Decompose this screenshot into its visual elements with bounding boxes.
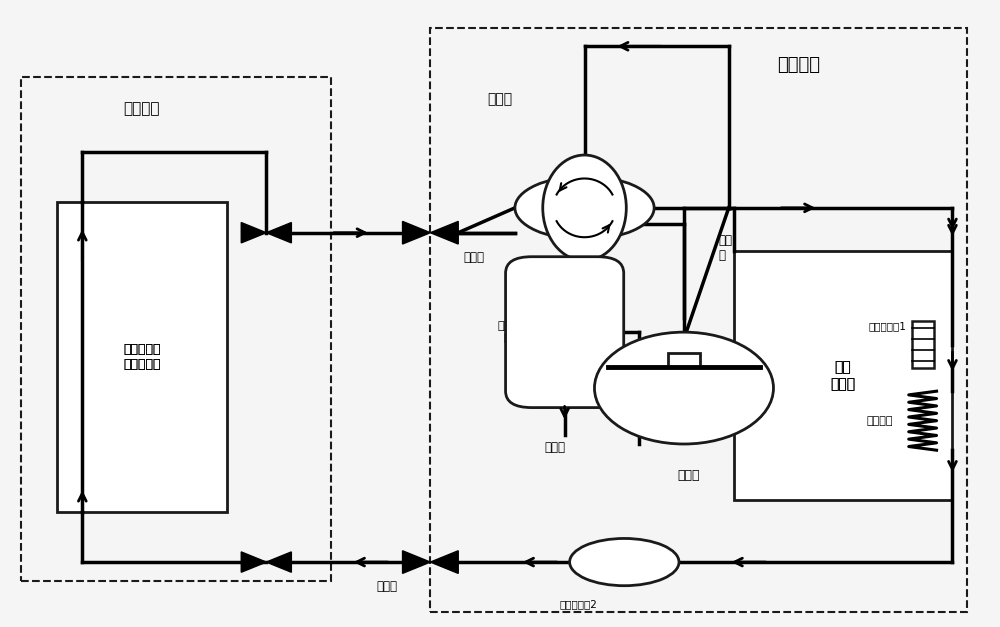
Ellipse shape bbox=[543, 155, 626, 261]
Polygon shape bbox=[403, 551, 430, 573]
Bar bbox=[734, 251, 952, 500]
Polygon shape bbox=[266, 552, 291, 572]
Text: 低压阀: 低压阀 bbox=[463, 251, 484, 264]
Text: 四通阀: 四通阀 bbox=[487, 92, 513, 106]
Ellipse shape bbox=[515, 176, 654, 240]
Text: 压缩机: 压缩机 bbox=[678, 468, 700, 482]
Text: 气液分
离器: 气液分 离器 bbox=[497, 322, 517, 343]
Text: 高压阀: 高压阀 bbox=[377, 581, 398, 593]
Text: 干燥过滤器2: 干燥过滤器2 bbox=[560, 599, 598, 609]
Bar bbox=[57, 202, 227, 512]
FancyBboxPatch shape bbox=[506, 256, 624, 408]
Polygon shape bbox=[430, 551, 458, 573]
Bar bbox=[430, 28, 967, 612]
Bar bbox=[21, 77, 331, 581]
Text: 排气
管: 排气 管 bbox=[719, 234, 733, 262]
Polygon shape bbox=[241, 552, 266, 572]
Text: 干燥过滤器1: 干燥过滤器1 bbox=[869, 321, 907, 331]
Bar bbox=[668, 353, 700, 367]
Text: 室外
换热器: 室外 换热器 bbox=[831, 361, 856, 391]
Polygon shape bbox=[403, 221, 430, 244]
Text: 室外
换热器: 室外 换热器 bbox=[831, 361, 856, 391]
Polygon shape bbox=[430, 221, 458, 244]
Text: 室外机组: 室外机组 bbox=[777, 56, 820, 74]
Text: 室内机组: 室内机组 bbox=[124, 101, 160, 116]
Text: 室内可折叠
床式换热器: 室内可折叠 床式换热器 bbox=[123, 343, 161, 371]
Polygon shape bbox=[266, 223, 291, 243]
Polygon shape bbox=[241, 223, 266, 243]
Text: 主毛细管: 主毛细管 bbox=[866, 416, 893, 426]
Text: 进气管: 进气管 bbox=[544, 441, 565, 453]
Ellipse shape bbox=[570, 539, 679, 586]
Text: 室内可折叠
床式换热器: 室内可折叠 床式换热器 bbox=[123, 343, 161, 371]
Circle shape bbox=[594, 332, 773, 444]
Bar bbox=[912, 321, 934, 368]
